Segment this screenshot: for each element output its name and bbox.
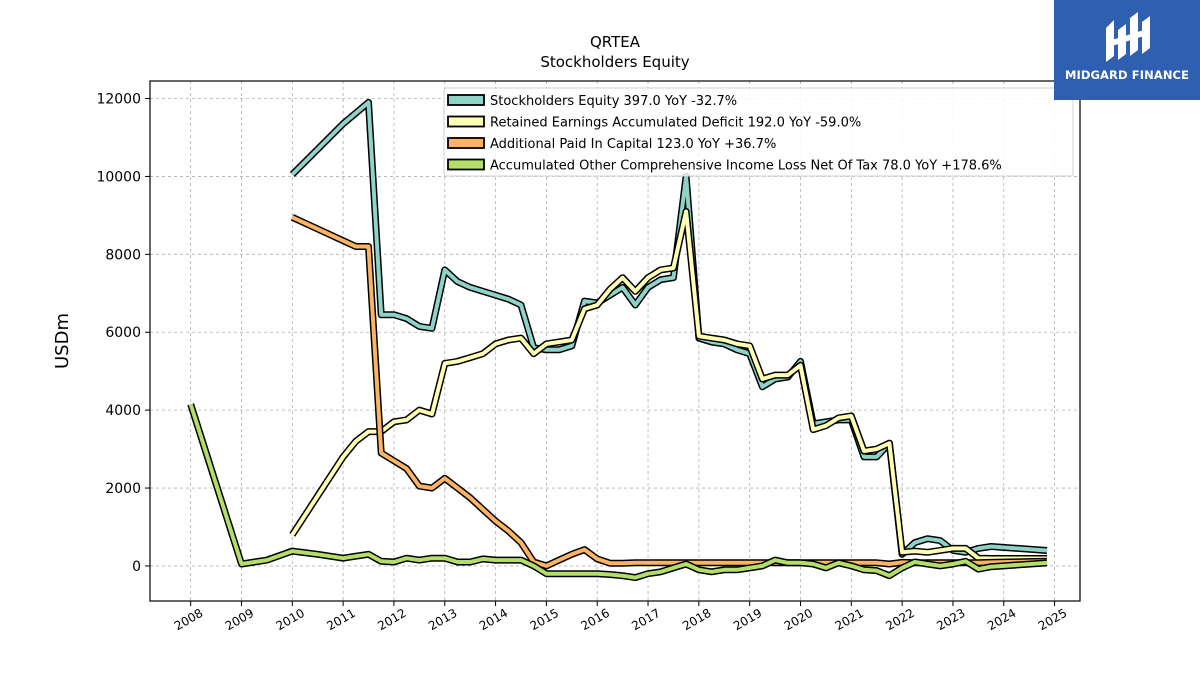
brand-logo: MIDGARD FINANCE (1054, 0, 1200, 100)
legend: Stockholders Equity 397.0 YoY -32.7% Reta… (443, 87, 1074, 177)
brand-mark-icon (1106, 12, 1150, 62)
y-axis-label: USDm (52, 313, 73, 369)
x-tick-label: 2018 (680, 606, 713, 633)
x-tick-label: 2020 (782, 606, 815, 633)
x-tick-label: 2024 (985, 606, 1018, 633)
legend-label-3: Additional Paid In Capital 123.0 YoY +36… (490, 137, 776, 152)
y-tick-label: 6000 (105, 325, 141, 341)
legend-label-2: Retained Earnings Accumulated Deficit 19… (490, 116, 861, 131)
series-lines (187, 98, 1048, 582)
x-tick-label: 2025 (1036, 606, 1069, 633)
plot-frame (149, 80, 1081, 602)
legend-swatch (447, 115, 485, 128)
x-tick-label: 2023 (934, 606, 967, 633)
y-axis-ticks: 0 2000 4000 6000 8000 10000 12000 (96, 92, 150, 575)
x-tick-label: 2014 (477, 606, 510, 633)
y-tick-label: 0 (132, 559, 141, 575)
legend-box (443, 87, 1074, 177)
x-tick-label: 2017 (629, 606, 662, 633)
chart-subtitle: Stockholders Equity (540, 53, 689, 71)
x-tick-label: 2009 (223, 606, 256, 633)
y-tick-label: 12000 (96, 92, 141, 108)
x-tick-label: 2016 (578, 606, 611, 633)
y-tick-label: 4000 (105, 403, 141, 419)
x-tick-label: 2022 (883, 606, 916, 633)
x-tick-label: 2012 (375, 606, 408, 633)
x-tick-label: 2013 (426, 606, 459, 633)
y-tick-label: 2000 (105, 481, 141, 497)
x-axis-ticks: 2008 2009 2010 2011 2012 2013 2014 2015 2016 2017… (172, 601, 1069, 633)
legend-swatch (447, 94, 485, 106)
x-tick-label: 2019 (731, 606, 764, 633)
y-tick-label: 8000 (105, 247, 141, 263)
y-tick-label: 10000 (96, 169, 141, 185)
series-4-line (188, 403, 1048, 580)
chart-title: QRTEA (590, 33, 641, 51)
x-tick-label: 2011 (324, 606, 357, 633)
legend-label-1: Stockholders Equity 397.0 YoY -32.7% (490, 94, 737, 109)
x-tick-label: 2021 (833, 606, 866, 633)
x-tick-label: 2010 (274, 606, 307, 633)
legend-swatch (447, 158, 485, 171)
legend-swatch (447, 137, 485, 149)
x-tick-label: 2008 (172, 606, 205, 633)
legend-label-4: Accumulated Other Comprehensive Income L… (490, 159, 1002, 174)
series-2-line (290, 209, 1047, 561)
series-3-line (291, 215, 1048, 568)
series-2-outline (289, 208, 1047, 562)
brand-name: MIDGARD FINANCE (1064, 68, 1190, 82)
x-tick-label: 2015 (528, 606, 561, 633)
